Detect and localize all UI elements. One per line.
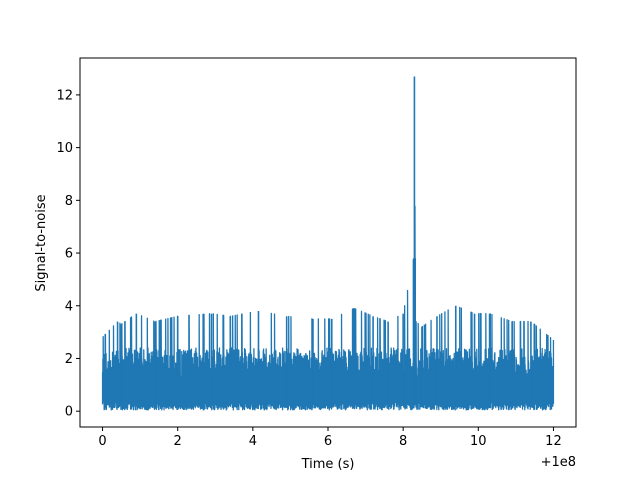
plot-layer (101, 76, 555, 411)
y-axis-label: Signal-to-noise (34, 194, 49, 291)
x-tick-label: 12 (545, 434, 562, 449)
y-tick-label: 4 (65, 299, 73, 314)
x-tick-label: 6 (324, 434, 332, 449)
x-tick-label: 2 (174, 434, 182, 449)
x-axis-label: Time (s) (301, 457, 355, 472)
y-tick-label: 8 (65, 194, 73, 209)
x-axis: 0 2 4 6 8 10 12 (98, 427, 562, 449)
y-tick-label: 6 (65, 247, 73, 262)
y-tick-label: 12 (56, 88, 73, 103)
x-tick-label: 10 (470, 434, 487, 449)
x-tick-label: 8 (399, 434, 407, 449)
y-tick-label: 0 (65, 405, 73, 420)
x-offset-label: +1e8 (541, 455, 576, 470)
y-tick-label: 2 (65, 352, 73, 367)
y-axis: 0 2 4 6 8 10 12 (56, 88, 80, 420)
x-tick-label: 0 (98, 434, 106, 449)
x-tick-label: 4 (249, 434, 257, 449)
y-tick-label: 10 (56, 141, 73, 156)
